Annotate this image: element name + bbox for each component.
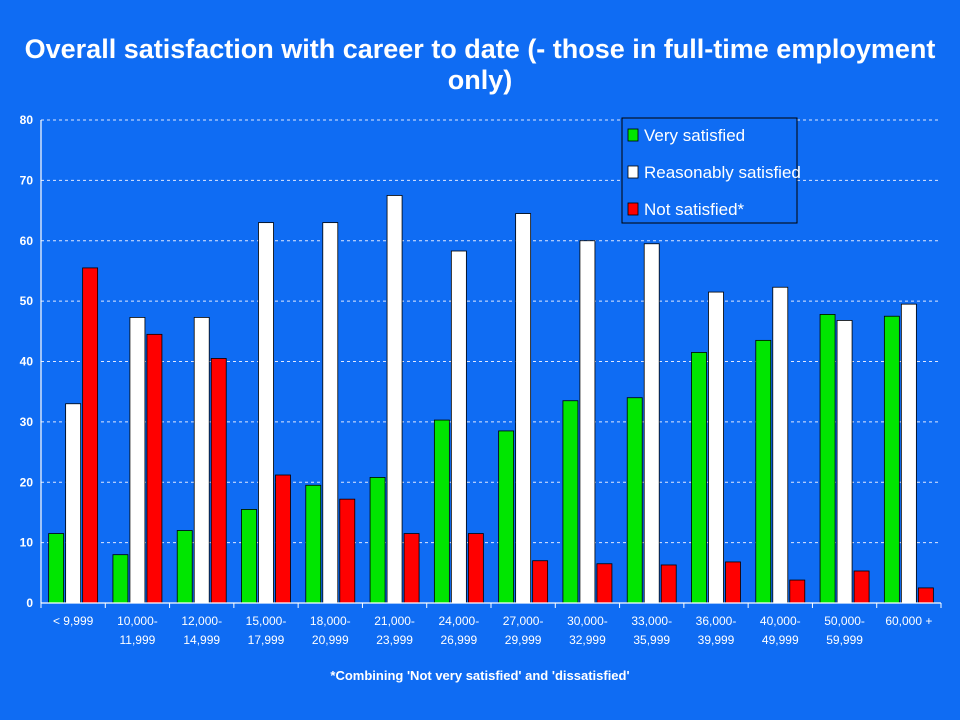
x-tick-label: 26,999 <box>441 633 478 647</box>
x-tick-label: 32,999 <box>569 633 606 647</box>
bar-not-satisfied <box>532 560 549 604</box>
bar-not-satisfied <box>596 563 613 604</box>
bar-very-satisfied <box>626 397 643 604</box>
bar-very-satisfied <box>562 400 579 604</box>
bar-very-satisfied <box>241 509 257 604</box>
chart-title: Overall satisfaction with career to date… <box>24 34 936 95</box>
x-tick-label: 18,000- <box>310 614 351 628</box>
bar-very-satisfied <box>819 314 836 604</box>
x-tick-label: < 9,999 <box>53 614 94 628</box>
bar-not-satisfied <box>403 533 420 604</box>
bar-not-satisfied <box>853 570 870 604</box>
legend-swatch <box>627 128 639 142</box>
bar-reasonably-satisfied <box>515 213 532 604</box>
legend-label: Not satisfied* <box>644 200 745 219</box>
x-tick-label: 23,999 <box>376 633 413 647</box>
bar-not-satisfied <box>146 333 163 604</box>
x-tick-label: 17,999 <box>248 633 285 647</box>
legend-label: Reasonably satisfied <box>644 163 801 182</box>
bar-not-satisfied <box>467 533 484 604</box>
bar-very-satisfied <box>691 352 707 604</box>
bar-reasonably-satisfied <box>643 243 660 604</box>
bar-not-satisfied <box>789 579 806 604</box>
y-tick-label: 30 <box>20 415 34 429</box>
x-tick-label: 30,000- <box>567 614 608 628</box>
x-tick-label: 15,000- <box>246 614 287 628</box>
bar-very-satisfied <box>498 430 515 604</box>
bar-very-satisfied <box>883 315 900 604</box>
bar-not-satisfied <box>82 267 99 604</box>
bar-very-satisfied <box>112 554 129 604</box>
x-tick-label: 35,999 <box>633 633 670 647</box>
x-tick-label: 33,000- <box>631 614 672 628</box>
grid-lines <box>41 119 941 544</box>
x-tick-label: 20,999 <box>312 633 349 647</box>
x-tick-label: 29,999 <box>505 633 542 647</box>
legend-swatch <box>627 202 639 216</box>
bar-not-satisfied <box>660 564 677 604</box>
y-tick-label: 20 <box>20 475 34 489</box>
chart-footnote: *Combining 'Not very satisfied' and 'dis… <box>330 668 630 683</box>
x-tick-label: 40,000- <box>760 614 801 628</box>
x-tick-label: 27,000- <box>503 614 544 628</box>
x-tick-label: 50,000- <box>824 614 865 628</box>
y-tick-labels: 0 10 20 30 40 50 60 70 80 <box>20 113 34 610</box>
bar-very-satisfied <box>755 339 772 604</box>
bar-not-satisfied <box>275 474 291 604</box>
bar-very-satisfied <box>48 533 65 604</box>
bar-very-satisfied <box>369 477 386 604</box>
x-tick-label: 36,000- <box>696 614 737 628</box>
bar-very-satisfied <box>433 419 450 604</box>
y-tick-label: 60 <box>20 234 34 248</box>
x-tick-label: 24,000- <box>439 614 480 628</box>
legend-label: Very satisfied <box>644 126 745 145</box>
x-tick-labels: < 9,999 10,000- 11,999 12,000- 14,999 15,000-… <box>53 614 932 647</box>
bar-very-satisfied <box>305 484 322 604</box>
y-tick-label: 70 <box>20 173 34 187</box>
bar-not-satisfied <box>339 498 356 604</box>
legend-swatch <box>627 165 639 179</box>
bar-reasonably-satisfied <box>129 317 146 604</box>
bar-reasonably-satisfied <box>386 195 403 604</box>
bar-reasonably-satisfied <box>450 250 467 604</box>
bar-reasonably-satisfied <box>900 303 917 604</box>
x-tick-label: 11,999 <box>120 633 156 647</box>
x-tick-label: 49,999 <box>762 633 799 647</box>
x-tick-label: 21,000- <box>374 614 415 628</box>
bar-not-satisfied <box>210 358 227 604</box>
x-tick-label: 10,000- <box>117 614 158 628</box>
bar-reasonably-satisfied <box>579 240 596 604</box>
bar-reasonably-satisfied <box>65 403 82 604</box>
x-tick-label: 39,999 <box>698 633 735 647</box>
bar-not-satisfied <box>917 587 934 604</box>
x-tick-label: 14,999 <box>183 633 220 647</box>
bar-reasonably-satisfied <box>258 222 274 604</box>
bar-reasonably-satisfied <box>322 222 339 604</box>
bar-reasonably-satisfied <box>708 291 724 604</box>
legend-box <box>621 117 798 224</box>
x-tick-label: 59,999 <box>826 633 863 647</box>
x-tick-label: 60,000 + <box>885 614 932 628</box>
bar-not-satisfied <box>725 561 741 604</box>
bar-reasonably-satisfied <box>836 320 853 604</box>
y-tick-label: 40 <box>20 355 34 369</box>
legend: Very satisfied Reasonably satisfied Not sa… <box>621 117 801 224</box>
y-tick-label: 50 <box>20 294 34 308</box>
y-tick-label: 0 <box>26 596 33 610</box>
axes <box>40 120 942 608</box>
bar-reasonably-satisfied <box>193 317 210 604</box>
bar-reasonably-satisfied <box>772 286 789 604</box>
y-tick-label: 10 <box>20 536 34 550</box>
bar-very-satisfied <box>176 530 193 604</box>
y-tick-label: 80 <box>20 113 34 127</box>
bars <box>48 195 934 604</box>
x-tick-label: 12,000- <box>181 614 222 628</box>
